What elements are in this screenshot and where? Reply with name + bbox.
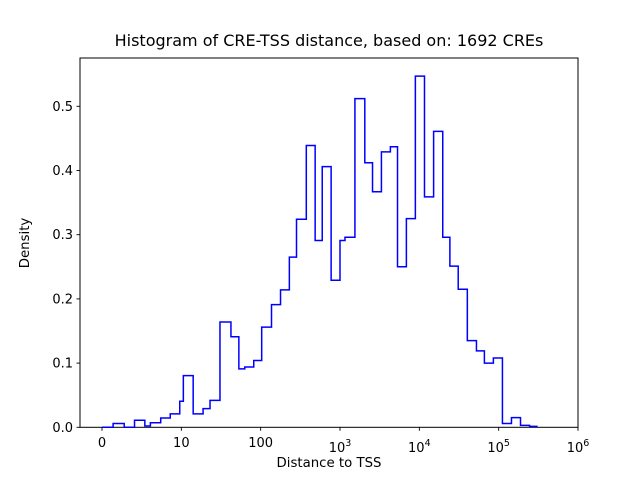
- plot-frame: [79, 57, 579, 428]
- y-tick-label: 0.3: [52, 228, 73, 243]
- histogram-outline: [102, 75, 538, 429]
- x-tick-label: 106: [567, 438, 590, 456]
- y-tick-label: 0.2: [52, 292, 73, 307]
- x-tick-label: 0: [98, 436, 106, 451]
- y-axis-label: Density: [18, 218, 33, 269]
- x-tick-label: 100: [248, 436, 273, 451]
- plot-title: Histogram of CRE-TSS distance, based on:…: [115, 31, 544, 50]
- y-tick-label: 0.5: [52, 100, 73, 115]
- x-axis-label: Distance to TSS: [277, 456, 382, 471]
- x-axis-ticks: 0 10 100 103 104 105 106: [98, 427, 589, 456]
- x-tick-label: 105: [487, 438, 510, 456]
- x-tick-label: 103: [329, 438, 352, 456]
- y-tick-label: 0.1: [52, 357, 73, 372]
- y-tick-label: 0.4: [52, 164, 73, 179]
- x-tick-label: 104: [408, 438, 431, 456]
- y-tick-label: 0.0: [52, 421, 73, 436]
- x-tick-label: 10: [173, 436, 190, 451]
- histogram-step-line: [102, 75, 538, 429]
- y-axis-ticks: 0.0 0.1 0.2 0.3 0.4 0.5: [52, 100, 80, 436]
